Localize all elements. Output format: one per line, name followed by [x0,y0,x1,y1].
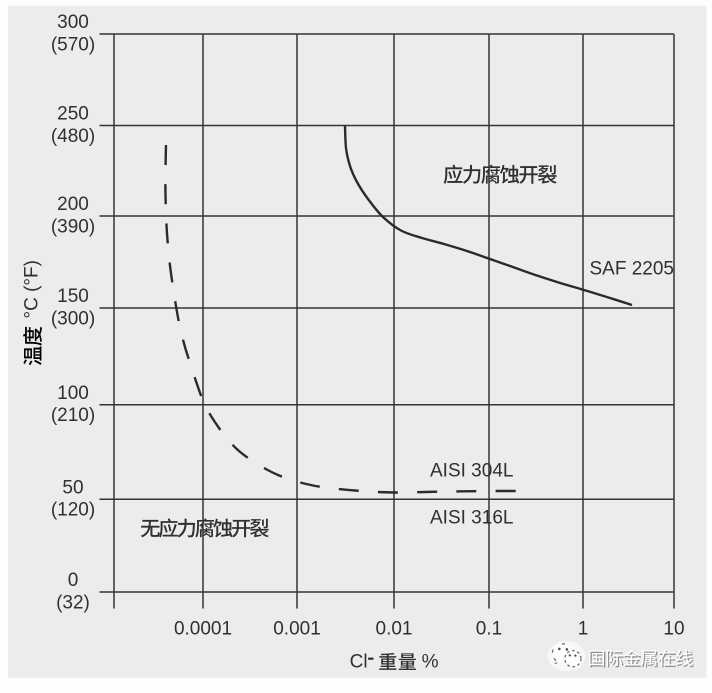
svg-text:300: 300 [57,12,89,33]
svg-text:(480): (480) [51,126,95,147]
svg-text:(570): (570) [51,34,95,55]
svg-text:AISI 316L: AISI 316L [430,508,513,529]
svg-text:100: 100 [57,383,89,404]
svg-text:(120): (120) [51,500,95,521]
svg-text:0: 0 [68,570,79,591]
svg-text:(210): (210) [51,405,95,426]
svg-text:0.0001: 0.0001 [174,619,232,640]
svg-text:(300): (300) [51,308,95,329]
svg-text:(32): (32) [56,592,90,613]
svg-text:AISI 304L: AISI 304L [430,461,513,482]
svg-text:%: % [422,651,439,672]
svg-text:0.01: 0.01 [376,619,413,640]
svg-text:SAF 2205: SAF 2205 [590,259,675,280]
svg-text:0.001: 0.001 [273,619,321,640]
svg-text:250: 250 [57,104,89,125]
svg-text:Cl: Cl [350,652,368,673]
svg-text:10: 10 [663,619,684,640]
svg-text:1: 1 [578,619,589,640]
svg-text:0.1: 0.1 [476,619,502,640]
svg-text:200: 200 [57,194,89,215]
svg-text:50: 50 [62,478,83,499]
svg-text:150: 150 [57,286,89,307]
svg-text:(390): (390) [51,216,95,237]
svg-text:°C (°F): °C (°F) [22,260,43,318]
